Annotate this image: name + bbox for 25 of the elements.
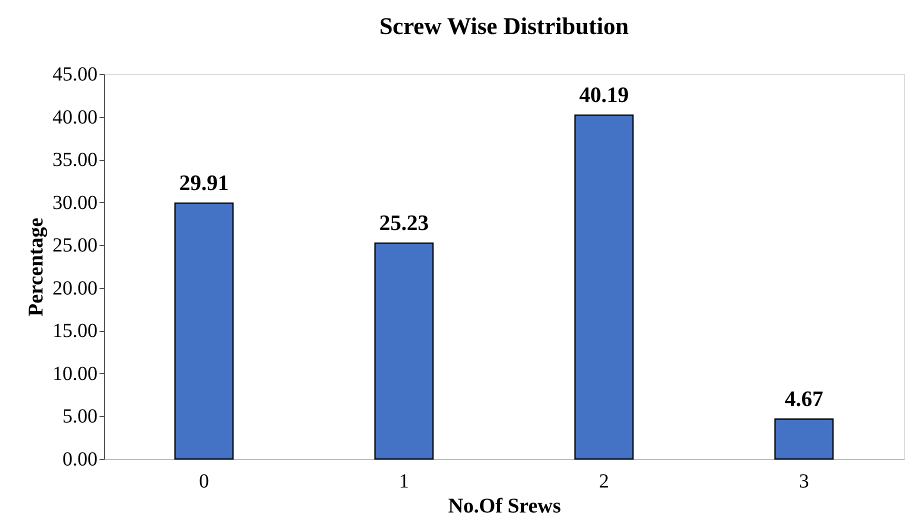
data-label: 29.91	[179, 170, 229, 196]
y-tick-label: 35.00	[52, 149, 98, 172]
data-label: 40.19	[579, 82, 629, 108]
x-axis-title: No.Of Srews	[448, 494, 561, 518]
bar	[774, 418, 834, 460]
y-tick-label: 0.00	[62, 448, 98, 470]
y-axis-title: Percentage	[24, 218, 48, 316]
x-tick-label: 2	[599, 470, 609, 492]
y-tick-label: 15.00	[52, 320, 98, 342]
bar	[174, 202, 234, 460]
y-tick-label: 5.00	[62, 406, 98, 428]
y-tick-label: 10.00	[52, 362, 98, 385]
chart-title: Screw Wise Distribution	[379, 14, 629, 40]
x-tick-label: 1	[399, 470, 409, 492]
y-tick-label: 40.00	[52, 106, 98, 128]
x-tick-label: 0	[199, 470, 209, 492]
y-tick-label: 20.00	[52, 277, 98, 300]
y-tick-label: 45.00	[52, 64, 98, 86]
y-tick-label: 25.00	[52, 234, 98, 257]
y-tick-label: 30.00	[52, 192, 98, 214]
data-label: 4.67	[784, 386, 824, 412]
x-tick-label: 3	[799, 470, 809, 492]
bar	[574, 114, 634, 460]
bar	[374, 242, 434, 460]
data-label: 25.23	[379, 210, 429, 236]
